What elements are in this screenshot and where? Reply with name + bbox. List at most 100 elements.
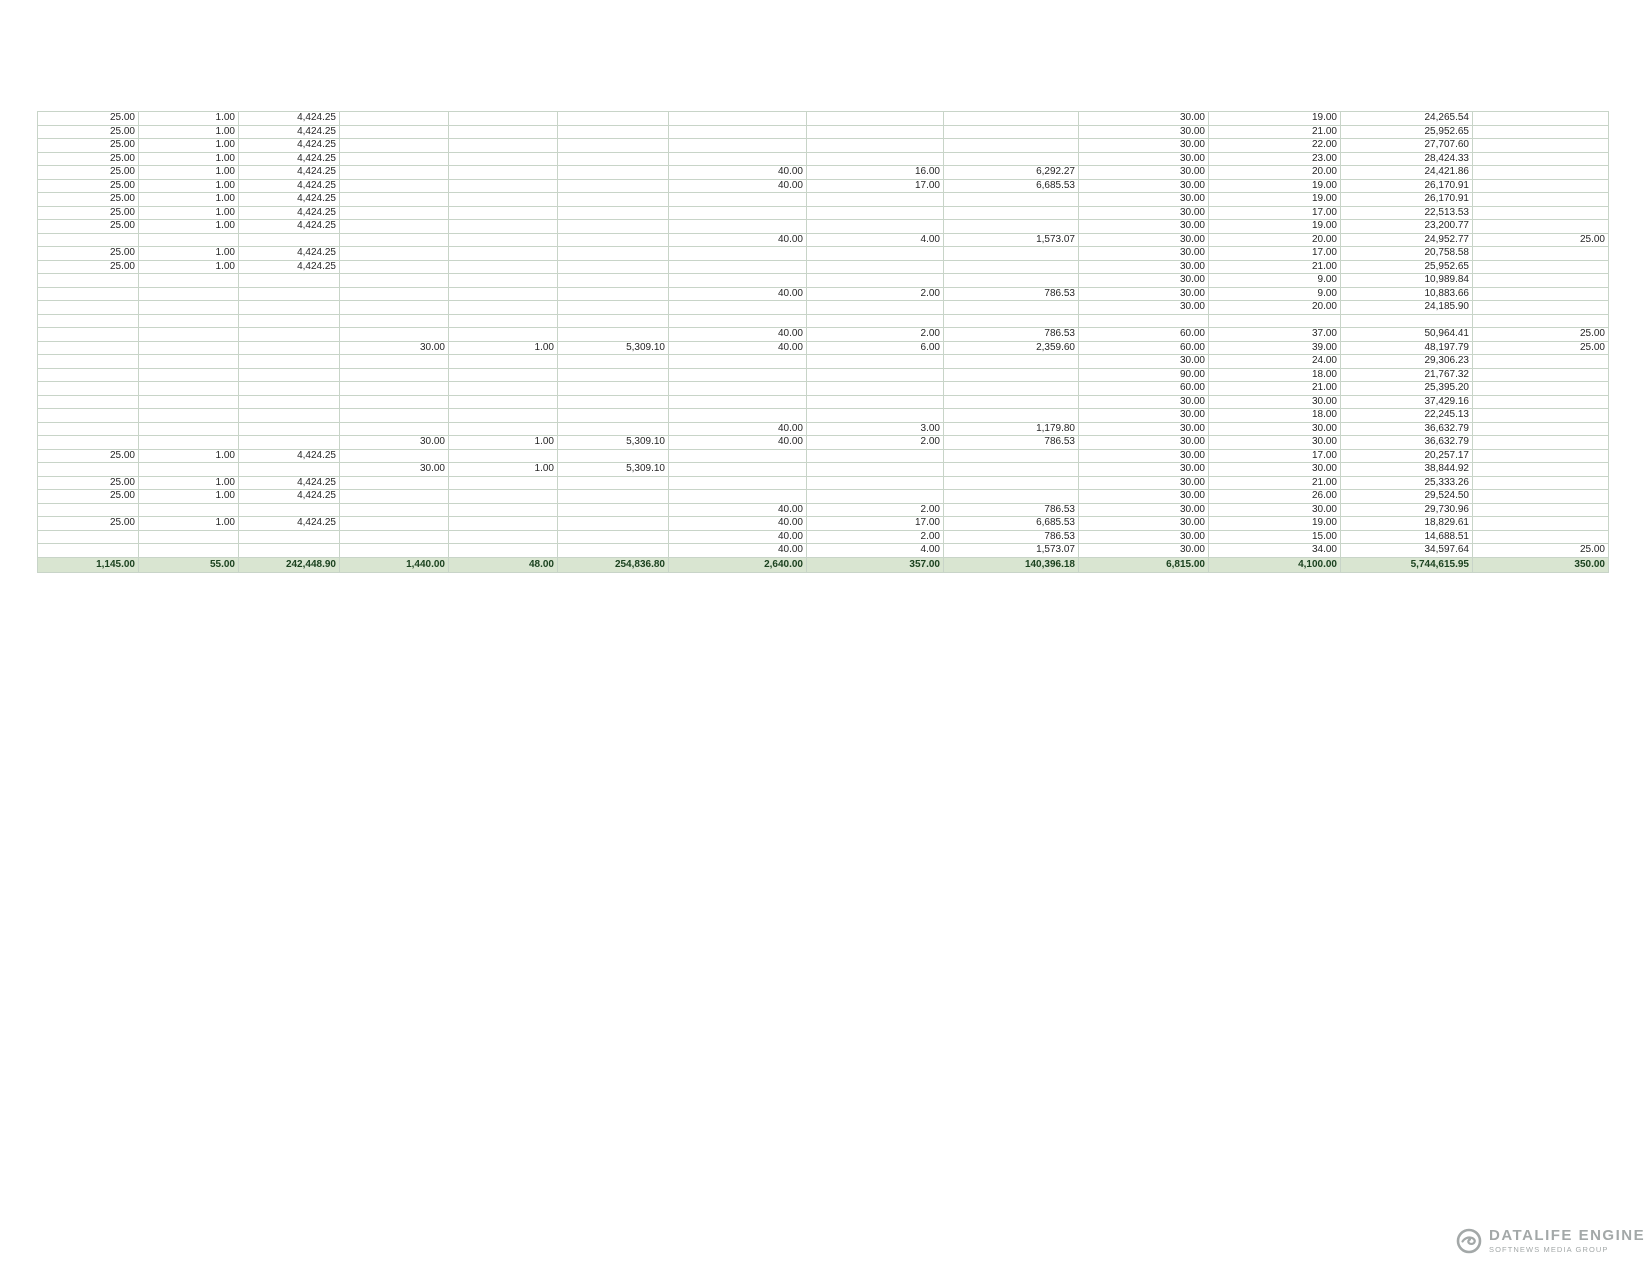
table-cell (448, 178, 558, 193)
table-cell (448, 111, 558, 126)
table-cell: 18,829.61 (1340, 516, 1473, 531)
table-row: 25.00 1.00 4,424.25 30.00 17.00 22,513.53 (37, 205, 1609, 220)
table-cell (557, 354, 669, 369)
table-cell (557, 421, 669, 436)
table-cell (668, 381, 807, 396)
table-cell (37, 435, 139, 450)
table-cell (238, 421, 340, 436)
table-cell (1472, 259, 1609, 274)
table-cell (1472, 205, 1609, 220)
table-cell: 22.00 (1208, 138, 1341, 153)
table-cell: 5,309.10 (557, 340, 669, 355)
table-cell: 30.00 (1078, 151, 1209, 166)
table-cell (806, 489, 944, 504)
table-cell (557, 475, 669, 490)
table-cell (557, 300, 669, 315)
table-cell (448, 286, 558, 301)
table-cell: 40.00 (668, 165, 807, 180)
table-cell: 2.00 (806, 327, 944, 342)
table-cell (668, 138, 807, 153)
table-cell: 2.00 (806, 435, 944, 450)
table-cell: 25.00 (1472, 543, 1609, 558)
table-cell: 30.00 (1208, 394, 1341, 409)
table-cell (448, 381, 558, 396)
table-cell (1472, 178, 1609, 193)
table-cell: 4,424.25 (238, 246, 340, 261)
table-cell: 40.00 (668, 529, 807, 544)
table-cell: 26,170.91 (1340, 178, 1473, 193)
table-cell: 25.00 (37, 151, 139, 166)
table-cell: 25.00 (37, 246, 139, 261)
table-cell: 1.00 (138, 259, 239, 274)
table-cell: 25.00 (37, 489, 139, 504)
table-cell: 17.00 (806, 178, 944, 193)
spreadsheet-table: 25.00 1.00 4,424.25 30.00 19.00 24,265.54 25.0… (37, 111, 1609, 573)
table-cell (238, 232, 340, 247)
table-cell (238, 367, 340, 382)
table-cell (339, 192, 449, 207)
table-row: 25.00 1.00 4,424.25 30.00 22.00 27,707.60 (37, 138, 1609, 153)
table-cell (1472, 462, 1609, 477)
table-cell (1472, 124, 1609, 139)
table-cell (37, 313, 139, 328)
table-cell (339, 543, 449, 558)
table-cell (138, 327, 239, 342)
table-cell (668, 219, 807, 234)
table-cell: 24,952.77 (1340, 232, 1473, 247)
table-cell: 1.00 (138, 192, 239, 207)
table-row: 40.00 3.00 1,179.80 30.00 30.00 36,632.79 (37, 421, 1609, 436)
table-cell (138, 300, 239, 315)
table-cell (138, 354, 239, 369)
table-cell: 48,197.79 (1340, 340, 1473, 355)
table-cell (668, 124, 807, 139)
table-cell (37, 543, 139, 558)
table-cell (339, 111, 449, 126)
table-cell: 1.00 (138, 165, 239, 180)
table-cell (339, 381, 449, 396)
table-cell (943, 192, 1079, 207)
table-cell: 1,573.07 (943, 543, 1079, 558)
table-cell: 21.00 (1208, 259, 1341, 274)
table-cell (806, 151, 944, 166)
table-cell: 16.00 (806, 165, 944, 180)
table-cell: 6,685.53 (943, 516, 1079, 531)
table-cell (668, 394, 807, 409)
table-cell (1472, 435, 1609, 450)
totals-cell: 357.00 (806, 556, 944, 573)
table-cell: 30.00 (1078, 543, 1209, 558)
totals-cell: 4,100.00 (1208, 556, 1341, 573)
table-cell (943, 219, 1079, 234)
table-cell: 14,688.51 (1340, 529, 1473, 544)
table-cell: 4.00 (806, 232, 944, 247)
table-cell (943, 246, 1079, 261)
table-cell: 1.00 (138, 219, 239, 234)
table-cell (943, 300, 1079, 315)
table-cell (1472, 151, 1609, 166)
spreadsheet-area: 25.00 1.00 4,424.25 30.00 19.00 24,265.54 25.0… (37, 111, 1609, 573)
table-cell (339, 313, 449, 328)
table-cell (806, 205, 944, 220)
table-cell: 30.00 (1078, 165, 1209, 180)
table-cell: 30.00 (1078, 516, 1209, 531)
table-cell (1472, 354, 1609, 369)
table-cell (448, 502, 558, 517)
table-cell (138, 340, 239, 355)
table-cell (339, 367, 449, 382)
table-cell (557, 502, 669, 517)
table-cell: 38,844.92 (1340, 462, 1473, 477)
table-cell: 30.00 (1078, 502, 1209, 517)
table-cell (806, 475, 944, 490)
table-cell: 30.00 (1078, 475, 1209, 490)
totals-cell: 1,145.00 (37, 556, 139, 573)
table-cell (1472, 192, 1609, 207)
table-cell: 18.00 (1208, 367, 1341, 382)
table-cell (557, 232, 669, 247)
table-cell (238, 408, 340, 423)
table-cell: 2,359.60 (943, 340, 1079, 355)
table-cell (339, 178, 449, 193)
table-row: 25.00 1.00 4,424.25 30.00 23.00 28,424.33 (37, 151, 1609, 166)
table-cell: 40.00 (668, 435, 807, 450)
table-cell (238, 435, 340, 450)
table-cell (668, 192, 807, 207)
